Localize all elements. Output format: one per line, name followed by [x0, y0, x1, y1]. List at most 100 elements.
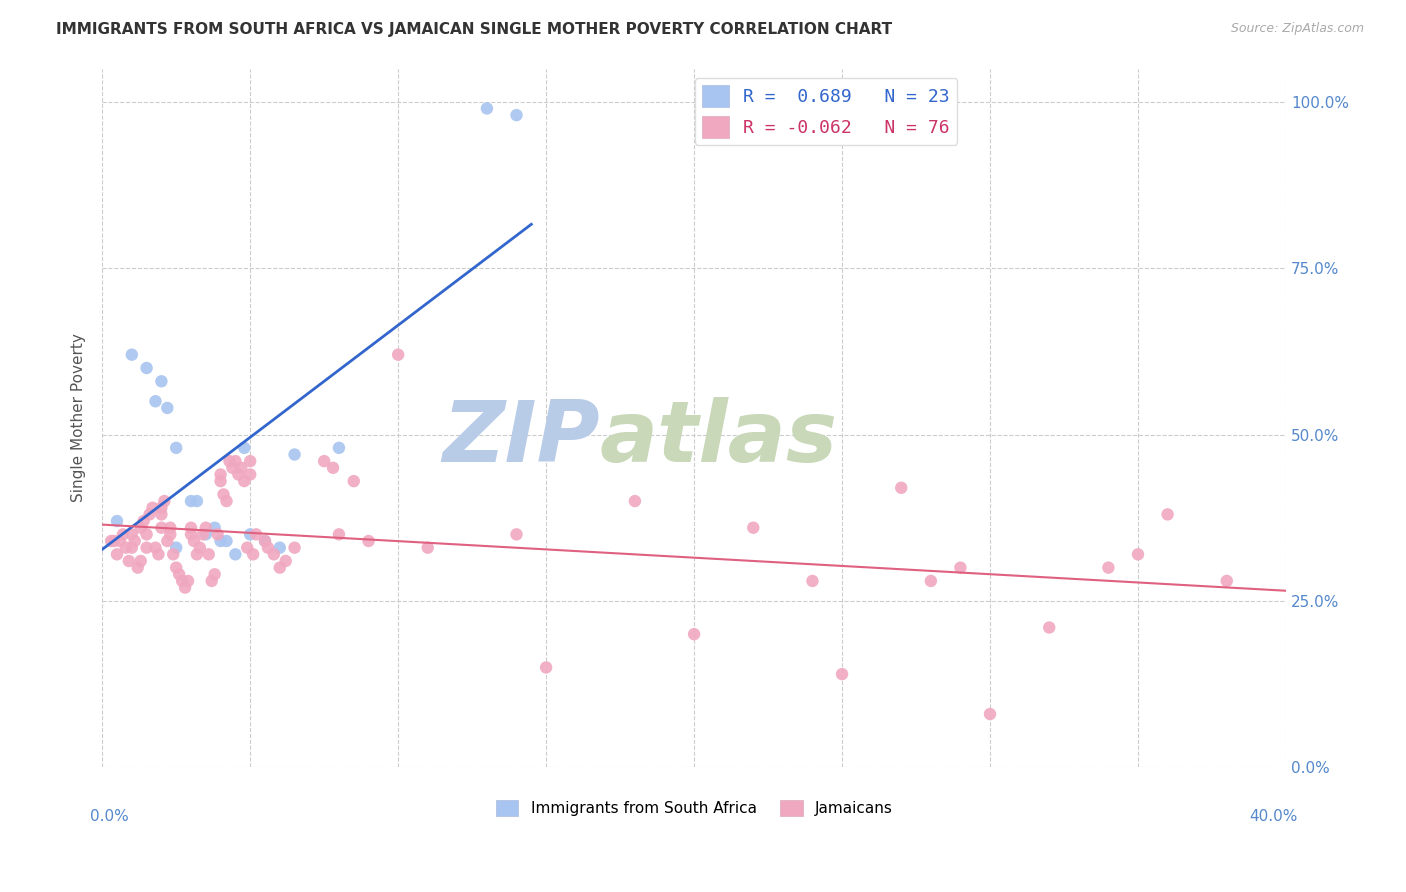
Point	[505, 527, 527, 541]
Point	[269, 541, 291, 555]
Point	[1126, 547, 1149, 561]
Point	[253, 534, 276, 549]
Point	[831, 667, 853, 681]
Point	[215, 534, 238, 549]
Point	[245, 527, 267, 541]
Point	[1038, 620, 1060, 634]
Point	[129, 554, 152, 568]
Point	[180, 521, 202, 535]
Point	[236, 541, 259, 555]
Point	[257, 541, 280, 555]
Text: Source: ZipAtlas.com: Source: ZipAtlas.com	[1230, 22, 1364, 36]
Point	[162, 547, 184, 561]
Point	[228, 467, 250, 482]
Point	[475, 102, 498, 116]
Y-axis label: Single Mother Poverty: Single Mother Poverty	[72, 334, 86, 502]
Point	[174, 581, 197, 595]
Point	[145, 541, 167, 555]
Point	[100, 534, 122, 549]
Point	[209, 474, 232, 488]
Point	[224, 454, 246, 468]
Point	[284, 448, 307, 462]
Point	[165, 541, 187, 555]
Point	[188, 541, 211, 555]
Point	[1156, 508, 1178, 522]
Point	[121, 348, 143, 362]
Legend: Immigrants from South Africa, Jamaicans: Immigrants from South Africa, Jamaicans	[489, 794, 898, 822]
Point	[284, 541, 307, 555]
Point	[263, 547, 285, 561]
Point	[159, 527, 181, 541]
Point	[209, 467, 232, 482]
Text: 40.0%: 40.0%	[1250, 809, 1298, 824]
Point	[742, 521, 765, 535]
Point	[218, 454, 240, 468]
Point	[150, 374, 173, 388]
Point	[239, 454, 262, 468]
Point	[124, 534, 146, 549]
Point	[135, 361, 157, 376]
Point	[233, 474, 256, 488]
Point	[177, 574, 200, 588]
Point	[343, 474, 366, 488]
Point	[132, 514, 155, 528]
Point	[159, 521, 181, 535]
Text: ZIP: ZIP	[441, 397, 599, 481]
Point	[180, 494, 202, 508]
Point	[153, 494, 176, 508]
Point	[167, 567, 190, 582]
Point	[165, 560, 187, 574]
Point	[165, 441, 187, 455]
Point	[357, 534, 380, 549]
Point	[683, 627, 706, 641]
Point	[145, 394, 167, 409]
Text: 0.0%: 0.0%	[90, 809, 129, 824]
Point	[979, 706, 1001, 721]
Point	[314, 454, 336, 468]
Point	[111, 527, 134, 541]
Point	[239, 527, 262, 541]
Point	[416, 541, 439, 555]
Point	[150, 521, 173, 535]
Point	[233, 441, 256, 455]
Point	[1097, 560, 1119, 574]
Point	[274, 554, 297, 568]
Point	[186, 494, 208, 508]
Point	[186, 547, 208, 561]
Text: IMMIGRANTS FROM SOUTH AFRICA VS JAMAICAN SINGLE MOTHER POVERTY CORRELATION CHART: IMMIGRANTS FROM SOUTH AFRICA VS JAMAICAN…	[56, 22, 893, 37]
Point	[269, 560, 291, 574]
Point	[231, 460, 253, 475]
Point	[150, 508, 173, 522]
Point	[180, 527, 202, 541]
Point	[118, 554, 141, 568]
Point	[121, 527, 143, 541]
Point	[197, 547, 219, 561]
Point	[224, 547, 246, 561]
Point	[920, 574, 942, 588]
Point	[105, 514, 128, 528]
Point	[108, 534, 131, 549]
Point	[127, 560, 149, 574]
Point	[103, 534, 125, 549]
Point	[115, 541, 138, 555]
Point	[201, 574, 224, 588]
Point	[135, 541, 157, 555]
Text: atlas: atlas	[599, 397, 838, 481]
Point	[183, 534, 205, 549]
Point	[141, 500, 163, 515]
Point	[949, 560, 972, 574]
Point	[253, 534, 276, 549]
Point	[172, 574, 194, 588]
Point	[121, 541, 143, 555]
Point	[194, 521, 217, 535]
Point	[221, 460, 243, 475]
Point	[534, 660, 557, 674]
Point	[328, 527, 350, 541]
Point	[194, 527, 217, 541]
Point	[215, 494, 238, 508]
Point	[148, 547, 170, 561]
Point	[129, 521, 152, 535]
Point	[1216, 574, 1239, 588]
Point	[239, 467, 262, 482]
Point	[204, 567, 226, 582]
